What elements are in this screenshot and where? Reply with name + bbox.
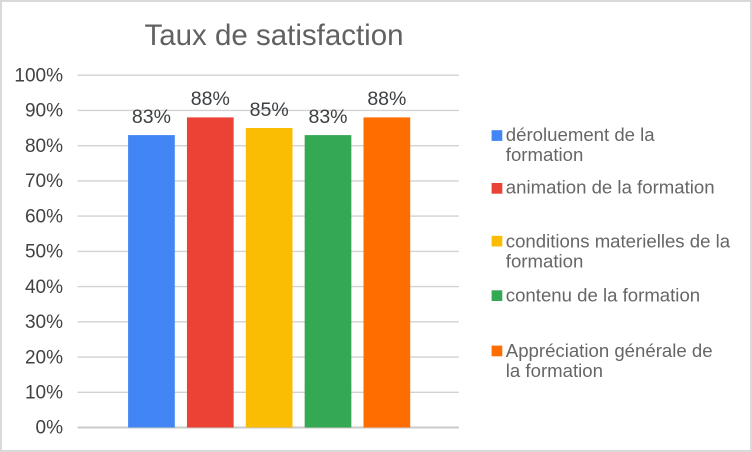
svg-text:10%: 10% bbox=[25, 383, 63, 404]
svg-text:40%: 40% bbox=[25, 277, 63, 298]
svg-text:la formation: la formation bbox=[506, 360, 603, 381]
svg-text:88%: 88% bbox=[191, 88, 230, 110]
svg-text:50%: 50% bbox=[25, 242, 63, 263]
svg-text:formation: formation bbox=[506, 251, 584, 272]
svg-text:100%: 100% bbox=[14, 65, 63, 86]
svg-text:Appréciation générale de: Appréciation générale de bbox=[506, 340, 713, 361]
svg-text:83%: 83% bbox=[308, 106, 347, 128]
svg-text:83%: 83% bbox=[132, 106, 171, 128]
svg-text:conditions materielles de la: conditions materielles de la bbox=[506, 230, 731, 251]
svg-text:20%: 20% bbox=[25, 347, 63, 368]
svg-text:80%: 80% bbox=[25, 136, 63, 157]
svg-text:85%: 85% bbox=[250, 99, 289, 121]
svg-text:0%: 0% bbox=[36, 418, 64, 439]
svg-text:60%: 60% bbox=[25, 206, 63, 227]
svg-text:30%: 30% bbox=[25, 312, 63, 333]
svg-text:déroluement de la: déroluement de la bbox=[506, 124, 656, 145]
svg-text:70%: 70% bbox=[25, 171, 63, 192]
svg-text:contenu de la formation: contenu de la formation bbox=[506, 284, 700, 305]
svg-text:90%: 90% bbox=[25, 101, 63, 122]
svg-text:Taux de satisfaction: Taux de satisfaction bbox=[144, 19, 403, 52]
svg-text:88%: 88% bbox=[367, 88, 406, 110]
svg-text:formation: formation bbox=[506, 144, 584, 165]
svg-text:animation de la formation: animation de la formation bbox=[506, 177, 715, 198]
